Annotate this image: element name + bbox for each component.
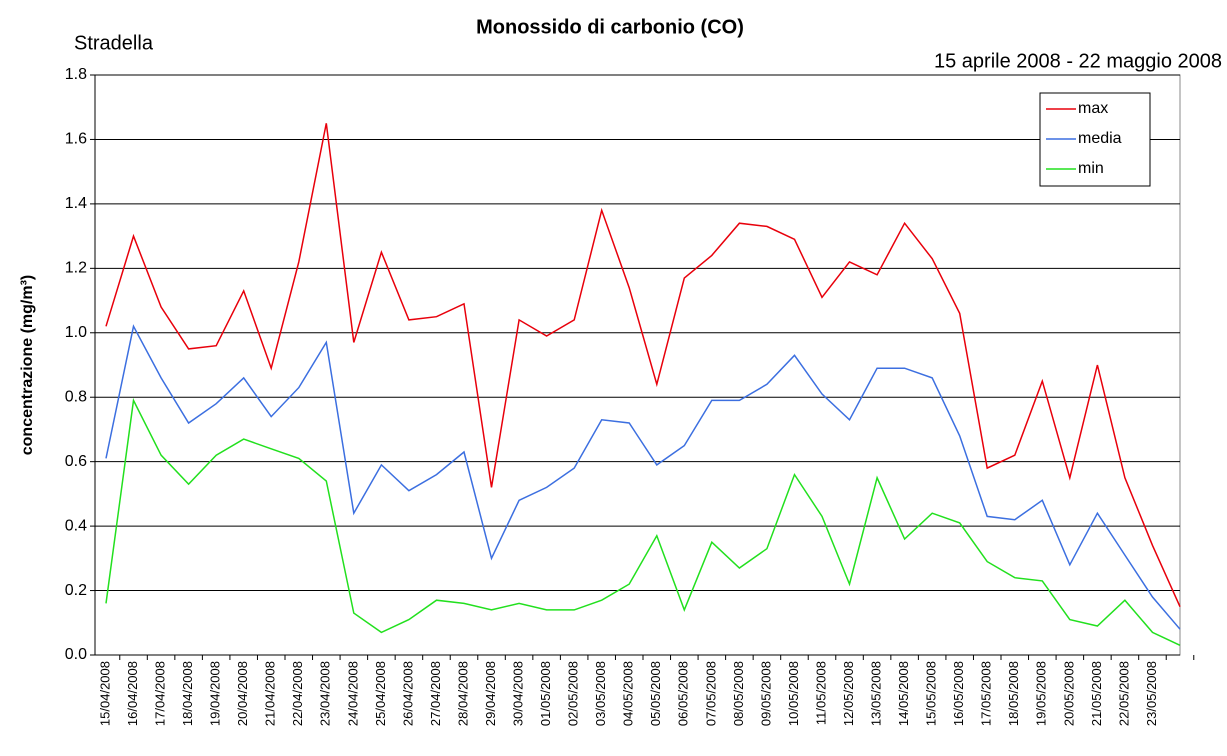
x-tick-label: 21/05/2008	[1089, 661, 1104, 726]
x-tick-label: 18/04/2008	[180, 661, 195, 726]
x-tick-label: 18/05/2008	[1006, 661, 1021, 726]
x-tick-label: 09/05/2008	[758, 661, 773, 726]
x-tick-label: 01/05/2008	[538, 661, 553, 726]
x-tick-label: 19/04/2008	[208, 661, 223, 726]
x-tick-label: 17/04/2008	[153, 661, 168, 726]
x-tick-label: 05/05/2008	[648, 661, 663, 726]
y-tick-label: 1.8	[65, 66, 87, 83]
x-tick-label: 03/05/2008	[593, 661, 608, 726]
x-tick-label: 19/05/2008	[1034, 661, 1049, 726]
x-tick-label: 15/04/2008	[97, 661, 112, 726]
series-line	[105, 397, 1181, 646]
x-tick-label: 29/04/2008	[483, 661, 498, 726]
y-tick-label: 0.2	[65, 582, 87, 599]
y-tick-label: 1.6	[65, 131, 87, 148]
x-tick-label: 26/04/2008	[400, 661, 415, 726]
x-tick-label: 13/05/2008	[869, 661, 884, 726]
x-tick-label: 22/04/2008	[290, 661, 305, 726]
y-tick-label: 0.0	[65, 646, 87, 663]
period-label: 15 aprile 2008 - 22 maggio 2008	[934, 50, 1222, 72]
x-tick-label: 16/05/2008	[951, 661, 966, 726]
x-tick-label: 20/04/2008	[235, 661, 250, 726]
legend-label: max	[1078, 100, 1108, 117]
x-tick-label: 08/05/2008	[731, 661, 746, 726]
x-tick-label: 23/04/2008	[318, 661, 333, 726]
y-axis-label: concentrazione (mg/m³)	[19, 275, 36, 455]
y-tick-label: 1.2	[65, 260, 87, 277]
chart-title: Monossido di carbonio (CO)	[476, 16, 744, 38]
y-tick-label: 0.8	[65, 388, 87, 405]
x-tick-label: 20/05/2008	[1061, 661, 1076, 726]
legend-label: min	[1078, 160, 1104, 177]
y-tick-label: 0.4	[65, 517, 87, 534]
x-tick-label: 21/04/2008	[263, 661, 278, 726]
x-tick-label: 23/05/2008	[1144, 661, 1159, 726]
x-tick-label: 16/04/2008	[125, 661, 140, 726]
x-tick-label: 25/04/2008	[373, 661, 388, 726]
x-tick-label: 12/05/2008	[841, 661, 856, 726]
plot-area	[94, 74, 1181, 656]
location-label: Stradella	[74, 32, 154, 54]
x-tick-label: 11/05/2008	[813, 661, 828, 725]
series-line	[105, 123, 1181, 608]
series-line	[105, 324, 1181, 630]
x-tick-label: 14/05/2008	[896, 661, 911, 726]
x-tick-label: 24/04/2008	[345, 661, 360, 726]
x-tick-label: 17/05/2008	[979, 661, 994, 726]
x-tick-label: 27/04/2008	[428, 661, 443, 726]
x-tick-label: 07/05/2008	[703, 661, 718, 726]
x-tick-label: 02/05/2008	[566, 661, 581, 726]
x-tick-label: 06/05/2008	[676, 661, 691, 726]
x-tick-label: 30/04/2008	[511, 661, 526, 726]
legend-label: media	[1078, 130, 1122, 147]
y-tick-label: 1.4	[65, 195, 87, 212]
x-tick-label: 15/05/2008	[924, 661, 939, 726]
y-tick-label: 0.6	[65, 453, 87, 470]
x-tick-label: 28/04/2008	[455, 661, 470, 726]
y-tick-label: 1.0	[65, 324, 87, 341]
x-tick-label: 22/05/2008	[1116, 661, 1131, 726]
x-tick-label: 04/05/2008	[621, 661, 636, 726]
x-tick-label: 10/05/2008	[786, 661, 801, 726]
